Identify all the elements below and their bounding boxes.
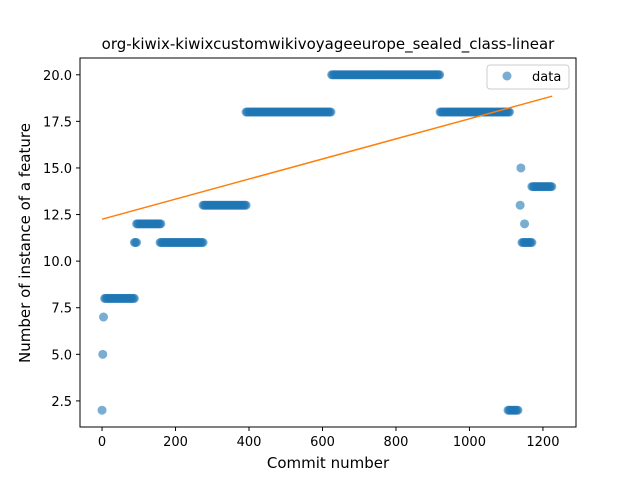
x-tick-label: 1200	[526, 435, 559, 450]
data-point	[129, 293, 139, 303]
legend: data	[486, 64, 570, 90]
data-point	[435, 70, 445, 80]
data-point	[547, 182, 557, 192]
x-axis-label: Commit number	[267, 454, 390, 472]
data-point	[515, 200, 525, 210]
y-tick-label: 17.5	[43, 115, 72, 130]
x-tick-label: 800	[384, 435, 409, 450]
legend-marker	[502, 71, 512, 81]
x-tick-label: 1000	[453, 435, 486, 450]
data-point	[156, 219, 166, 229]
y-tick-label: 5.0	[51, 348, 72, 363]
data-point	[527, 238, 537, 247]
y-axis-label: Number of instance of a feature	[16, 123, 34, 363]
y-tick-label: 20.0	[43, 69, 72, 84]
x-tick-label: 400	[237, 435, 262, 450]
data-point	[520, 219, 530, 229]
data-point	[97, 405, 107, 415]
y-tick-label: 7.5	[51, 302, 72, 317]
data-point	[505, 107, 514, 117]
y-tick-label: 2.5	[51, 395, 72, 410]
y-tick-label: 15.0	[43, 162, 72, 177]
data-point	[98, 349, 108, 359]
x-ticks: 0 200 400 600 800 1000 1200	[98, 427, 559, 450]
data-point	[132, 238, 142, 247]
y-ticks: 2.5 5.0 7.5 10.0 12.5 15.0 17.5 20.0	[43, 69, 80, 410]
y-tick-label: 10.0	[43, 255, 72, 270]
data-point	[516, 163, 526, 173]
data-point	[241, 200, 251, 210]
legend-box	[486, 64, 570, 90]
x-tick-label: 200	[163, 435, 188, 450]
data-point	[513, 405, 523, 415]
plot-frame	[79, 57, 577, 428]
data-point	[99, 312, 109, 322]
x-tick-label: 600	[310, 435, 335, 450]
y-tick-label: 12.5	[43, 209, 72, 224]
chart-title: org-kiwix-kiwixcustomwikivoyageeurope_se…	[102, 35, 555, 54]
x-tick-label: 0	[98, 435, 106, 450]
data-points	[97, 70, 557, 415]
data-point	[326, 107, 336, 117]
fit-line-layer	[101, 95, 553, 220]
data-point	[198, 238, 208, 247]
fit-line	[101, 95, 553, 220]
legend-label-data: data	[532, 70, 561, 85]
